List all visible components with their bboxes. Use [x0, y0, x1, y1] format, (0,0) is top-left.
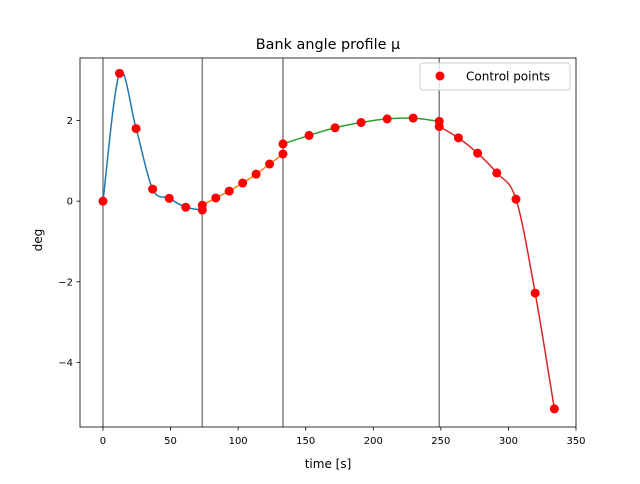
y-axis-label: deg: [31, 229, 45, 252]
plot-area: [98, 58, 559, 427]
control-point-5: [181, 202, 191, 212]
legend-marker: [435, 71, 445, 81]
x-tick-label-6: 300: [499, 436, 518, 447]
control-point-16: [330, 123, 340, 133]
control-point-3: [148, 184, 158, 194]
control-point-12: [265, 159, 275, 169]
control-point-15: [304, 130, 314, 140]
control-point-22: [453, 133, 463, 143]
control-point-25: [511, 194, 521, 204]
x-tick-label-4: 200: [364, 436, 383, 447]
y-tick-label-0: 2: [67, 116, 73, 127]
y-tick-label-2: −2: [58, 277, 73, 288]
control-point-11: [251, 169, 261, 179]
x-tick-label-0: 0: [100, 436, 106, 447]
control-point-8: [211, 193, 221, 203]
control-point-13: [278, 149, 288, 159]
y-tick-label-1: 0: [67, 197, 73, 208]
control-point-26: [530, 288, 540, 298]
control-point-23: [473, 148, 483, 158]
x-tick-label-1: 50: [164, 436, 177, 447]
control-point-18: [382, 114, 392, 124]
control-point-0: [98, 196, 108, 206]
control-point-17: [356, 118, 366, 128]
control-point-1: [115, 68, 125, 78]
chart-title: Bank angle profile μ: [256, 37, 400, 53]
y-tick-label-3: −4: [58, 358, 73, 369]
control-point-19: [408, 113, 418, 123]
x-axis-label: time [s]: [305, 457, 352, 471]
control-point-14: [278, 139, 288, 149]
control-point-2: [131, 124, 141, 134]
x-tick-label-7: 350: [566, 436, 585, 447]
axes-frame: [79, 57, 577, 428]
control-point-27: [549, 404, 559, 414]
control-point-4: [164, 193, 174, 203]
x-tick-label-2: 100: [229, 436, 248, 447]
control-point-21: [434, 122, 444, 132]
legend-label: Control points: [466, 70, 550, 84]
control-point-7: [197, 200, 207, 210]
control-point-10: [238, 178, 248, 188]
legend: Control points: [419, 62, 571, 91]
legend-frame: [419, 62, 571, 91]
x-tick-label-3: 150: [296, 436, 315, 447]
control-point-24: [492, 168, 502, 178]
x-tick-label-5: 250: [431, 436, 450, 447]
control-point-9: [224, 186, 234, 196]
